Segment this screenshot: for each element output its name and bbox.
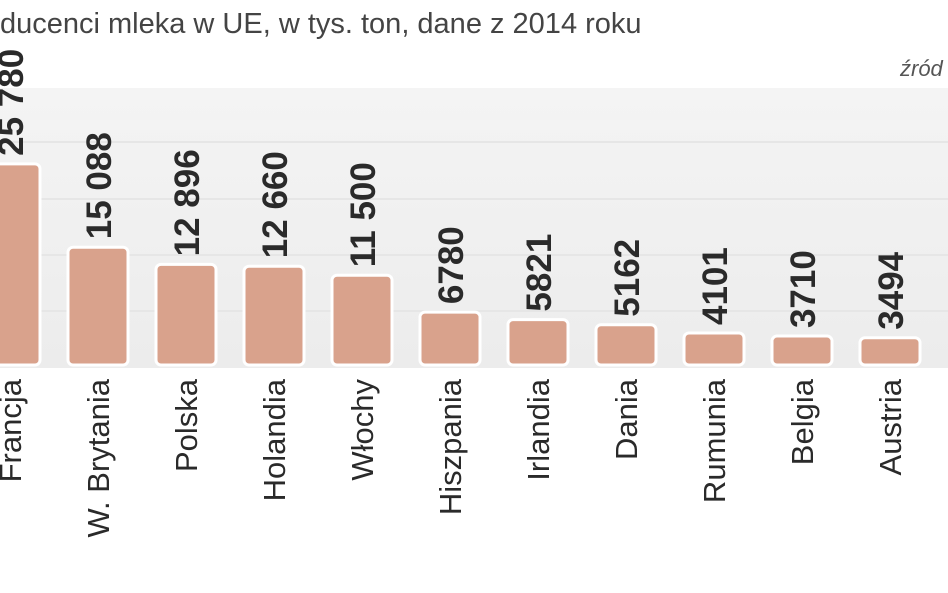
- x-tick-label: Hiszpania: [433, 378, 468, 515]
- value-label: 4101: [696, 247, 735, 325]
- bar: [418, 310, 482, 367]
- x-tick-label: Rumunia: [697, 378, 732, 503]
- bar: [770, 334, 834, 367]
- bar: [0, 162, 42, 367]
- value-label: 12 896: [168, 149, 207, 256]
- bar: [594, 323, 658, 367]
- value-label: 12 660: [256, 151, 295, 258]
- x-tick-label: Polska: [169, 378, 204, 472]
- value-label: 25 780: [0, 49, 31, 156]
- value-label: 6780: [432, 226, 471, 304]
- value-label: 11 500: [344, 162, 383, 267]
- x-tick-label: Francja: [0, 378, 28, 482]
- source: źród: [899, 56, 944, 81]
- value-label: 3710: [784, 250, 823, 328]
- x-tick-label: Włochy: [345, 379, 380, 481]
- chart-title: ducenci mleka w UE, w tys. ton, dane z 2…: [0, 8, 642, 40]
- x-tick-label: W. Brytania: [81, 378, 116, 537]
- x-tick-label: Belgia: [785, 378, 820, 465]
- bar: [506, 318, 570, 367]
- x-tick-label: Dania: [609, 378, 644, 460]
- x-tick-label: Irlandia: [521, 378, 556, 480]
- value-label: 3494: [872, 251, 911, 329]
- value-label: 5821: [520, 234, 559, 312]
- value-label: 15 088: [80, 132, 119, 239]
- value-label: 5162: [608, 239, 647, 317]
- bar: [682, 331, 746, 367]
- bar: [154, 262, 218, 367]
- bar: [242, 264, 306, 367]
- bar: [330, 273, 394, 367]
- bar: [66, 245, 130, 367]
- x-tick-label: Austria: [873, 378, 908, 475]
- bar: [858, 336, 922, 367]
- x-tick-label: Holandia: [257, 378, 292, 501]
